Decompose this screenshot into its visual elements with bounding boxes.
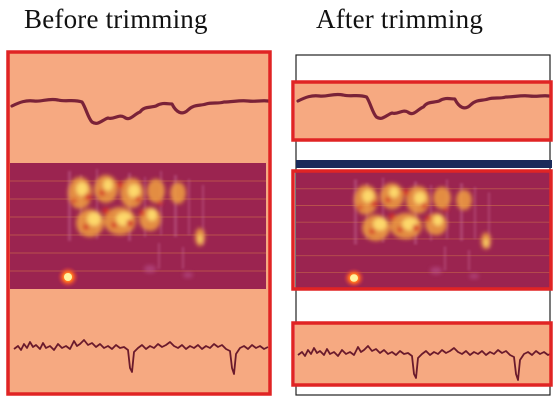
before-highlight-frame	[6, 50, 272, 396]
after-bottom-highlight	[291, 321, 553, 387]
after-spectrogram-highlight	[291, 169, 553, 291]
before-panel	[6, 50, 272, 396]
after-panel	[291, 54, 553, 396]
before-spectrogram	[10, 163, 266, 289]
after-top-highlight	[291, 80, 553, 142]
after-top-segment	[295, 83, 551, 139]
before-trimming-label: Before trimming	[24, 4, 208, 34]
after-divider-bar	[296, 160, 552, 168]
after-spectrogram	[296, 172, 552, 289]
after-trimming-label: After trimming	[316, 4, 484, 34]
